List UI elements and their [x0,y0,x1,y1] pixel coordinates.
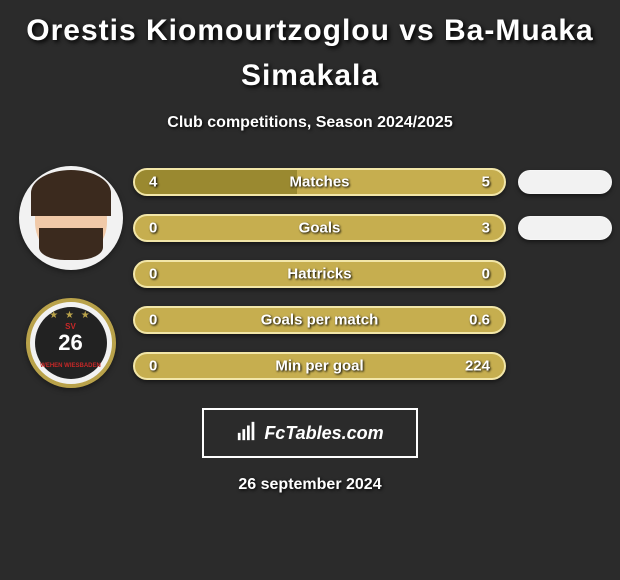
club-badge: ★ ★ ★ SV 26 WEHEN WIESBADEN [26,298,116,388]
club-badge-inner: ★ ★ ★ SV 26 WEHEN WIESBADEN [35,307,107,379]
stat-side-slot [518,216,612,240]
stat-bar: 0 Hattricks 0 [133,260,506,288]
club-text-mid: 26 [58,330,82,356]
stat-label: Min per goal [275,358,363,375]
avatar-beard [39,228,103,260]
stat-left-value: 0 [149,312,157,329]
avatar-hair [31,170,111,216]
avatar-face [35,178,107,258]
stat-row: 0 Goals 3 [133,214,612,242]
stat-left-value: 0 [149,266,157,283]
page-subtitle: Club competitions, Season 2024/2025 [0,114,620,132]
club-text-bottom: WEHEN WIESBADEN [40,363,101,369]
stat-left-value: 0 [149,358,157,375]
stat-pill [518,170,612,194]
stat-bar: 4 Matches 5 [133,168,506,196]
brand-text: FcTables.com [264,423,383,444]
player-avatar [19,166,123,270]
stat-row: 0 Min per goal 224 [133,352,612,380]
stat-right-value: 3 [482,220,490,237]
stat-row: 4 Matches 5 [133,168,612,196]
stat-row: 0 Hattricks 0 [133,260,612,288]
club-stars: ★ ★ ★ [49,310,91,321]
stat-pill [518,216,612,240]
stat-label: Goals [299,220,341,237]
stat-bar: 0 Goals per match 0.6 [133,306,506,334]
stat-bar: 0 Min per goal 224 [133,352,506,380]
stat-left-value: 4 [149,174,157,191]
stat-right-value: 224 [465,358,490,375]
stats-bars: 4 Matches 5 0 Goals 3 0 Hattricks 0 0 Goals per ma… [133,156,612,380]
club-text-top: SV [65,322,76,331]
date-label: 26 september 2024 [0,476,620,494]
stat-label: Matches [289,174,349,191]
stat-right-value: 0 [482,266,490,283]
content-row: ★ ★ ★ SV 26 WEHEN WIESBADEN 4 Matches 5 0 Go… [0,156,620,388]
stat-row: 0 Goals per match 0.6 [133,306,612,334]
stat-bar-fill [135,170,297,194]
stat-right-value: 0.6 [469,312,490,329]
stat-right-value: 5 [482,174,490,191]
page-title: Orestis Kiomourtzoglou vs Ba-Muaka Simak… [0,0,620,104]
stat-side-slot [518,170,612,194]
stat-label: Goals per match [261,312,379,329]
brand-box: FcTables.com [202,408,418,458]
stat-label: Hattricks [287,266,351,283]
brand-chart-icon [236,420,258,447]
stat-left-value: 0 [149,220,157,237]
stat-bar: 0 Goals 3 [133,214,506,242]
left-column: ★ ★ ★ SV 26 WEHEN WIESBADEN [8,156,133,388]
